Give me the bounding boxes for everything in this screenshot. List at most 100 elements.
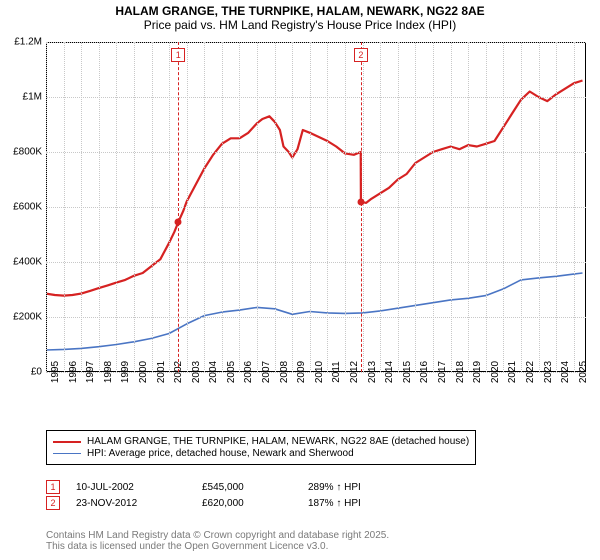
gridline-v [204, 42, 205, 372]
x-tick-label: 1999 [116, 361, 131, 383]
gridline-v [46, 42, 47, 372]
x-tick-label: 2005 [222, 361, 237, 383]
chart-container: HALAM GRANGE, THE TURNPIKE, HALAM, NEWAR… [0, 0, 600, 560]
gridline-v [415, 42, 416, 372]
legend-label: HPI: Average price, detached house, Newa… [87, 448, 354, 459]
series-line-hpi [46, 273, 583, 350]
chart-title-block: HALAM GRANGE, THE TURNPIKE, HALAM, NEWAR… [0, 0, 600, 34]
gridline-v [327, 42, 328, 372]
gridline-h [46, 207, 586, 208]
gridline-h [46, 152, 586, 153]
x-tick-label: 2001 [152, 361, 167, 383]
gridline-v [363, 42, 364, 372]
event-line [361, 42, 362, 372]
x-tick-label: 2025 [574, 361, 589, 383]
gridline-v [64, 42, 65, 372]
event-vs-hpi: 187% ↑ HPI [308, 498, 398, 509]
x-tick-label: 2004 [204, 361, 219, 383]
x-tick-label: 1998 [99, 361, 114, 383]
gridline-v [152, 42, 153, 372]
gridline-v [521, 42, 522, 372]
footer-line1: Contains HM Land Registry data © Crown c… [46, 530, 389, 541]
event-marker: 1 [171, 48, 185, 62]
x-tick-label: 2003 [187, 361, 202, 383]
gridline-v [451, 42, 452, 372]
gridline-v [275, 42, 276, 372]
event-marker: 2 [354, 48, 368, 62]
y-tick-label: £800K [13, 147, 46, 158]
x-tick-label: 2017 [433, 361, 448, 383]
gridline-v [116, 42, 117, 372]
y-tick-label: £0 [31, 367, 46, 378]
x-tick-label: 2008 [275, 361, 290, 383]
y-tick-label: £600K [13, 202, 46, 213]
gridline-v [539, 42, 540, 372]
x-tick-label: 2019 [468, 361, 483, 383]
gridline-v [468, 42, 469, 372]
y-tick-label: £1M [23, 92, 46, 103]
x-tick-label: 2022 [521, 361, 536, 383]
plot-area: £0£200K£400K£600K£800K£1M£1.2M1995199619… [46, 42, 586, 372]
x-tick-label: 2018 [451, 361, 466, 383]
x-tick-label: 2014 [380, 361, 395, 383]
x-tick-label: 1996 [64, 361, 79, 383]
gridline-v [187, 42, 188, 372]
gridline-h [46, 97, 586, 98]
series-line-actual [46, 81, 583, 296]
gridline-v [257, 42, 258, 372]
event-date: 23-NOV-2012 [76, 498, 186, 509]
gridline-v [81, 42, 82, 372]
x-tick-label: 2020 [486, 361, 501, 383]
x-tick-label: 2024 [556, 361, 571, 383]
footer-note: Contains HM Land Registry data © Crown c… [46, 530, 389, 552]
x-tick-label: 2002 [169, 361, 184, 383]
y-tick-label: £400K [13, 257, 46, 268]
x-tick-label: 2023 [539, 361, 554, 383]
event-line [178, 42, 179, 372]
x-tick-label: 1995 [46, 361, 61, 383]
events-table: 110-JUL-2002£545,000289% ↑ HPI223-NOV-20… [46, 478, 398, 512]
event-row: 110-JUL-2002£545,000289% ↑ HPI [46, 480, 398, 494]
gridline-v [556, 42, 557, 372]
event-date: 10-JUL-2002 [76, 482, 186, 493]
gridline-v [239, 42, 240, 372]
event-row-marker: 1 [46, 480, 60, 494]
x-tick-label: 2009 [292, 361, 307, 383]
gridline-h [46, 42, 586, 43]
x-tick-label: 2012 [345, 361, 360, 383]
gridline-v [222, 42, 223, 372]
sale-marker [357, 198, 364, 205]
event-price: £545,000 [202, 482, 292, 493]
legend-row: HPI: Average price, detached house, Newa… [53, 448, 469, 459]
sale-marker [175, 219, 182, 226]
gridline-h [46, 262, 586, 263]
legend: HALAM GRANGE, THE TURNPIKE, HALAM, NEWAR… [46, 430, 476, 465]
gridline-h [46, 317, 586, 318]
gridline-v [345, 42, 346, 372]
x-tick-label: 2007 [257, 361, 272, 383]
event-row: 2 23-NOV-2012 £620,000 187% ↑ HPI [46, 496, 398, 510]
gridline-v [503, 42, 504, 372]
gridline-v [169, 42, 170, 372]
y-tick-label: £1.2M [14, 37, 46, 48]
gridline-v [310, 42, 311, 372]
gridline-v [574, 42, 575, 372]
x-tick-label: 2000 [134, 361, 149, 383]
event-price: £620,000 [202, 498, 292, 509]
legend-swatch [53, 453, 81, 454]
x-tick-label: 2006 [239, 361, 254, 383]
gridline-v [380, 42, 381, 372]
legend-swatch [53, 441, 81, 443]
x-tick-label: 2021 [503, 361, 518, 383]
chart-title-line2: Price paid vs. HM Land Registry's House … [0, 18, 600, 32]
x-tick-label: 1997 [81, 361, 96, 383]
gridline-v [433, 42, 434, 372]
event-row-marker: 2 [46, 496, 60, 510]
footer-line2: This data is licensed under the Open Gov… [46, 541, 389, 552]
x-tick-label: 2010 [310, 361, 325, 383]
chart-title-line1: HALAM GRANGE, THE TURNPIKE, HALAM, NEWAR… [0, 4, 600, 18]
x-tick-label: 2016 [415, 361, 430, 383]
legend-label: HALAM GRANGE, THE TURNPIKE, HALAM, NEWAR… [87, 436, 469, 447]
gridline-v [292, 42, 293, 372]
x-tick-label: 2013 [363, 361, 378, 383]
